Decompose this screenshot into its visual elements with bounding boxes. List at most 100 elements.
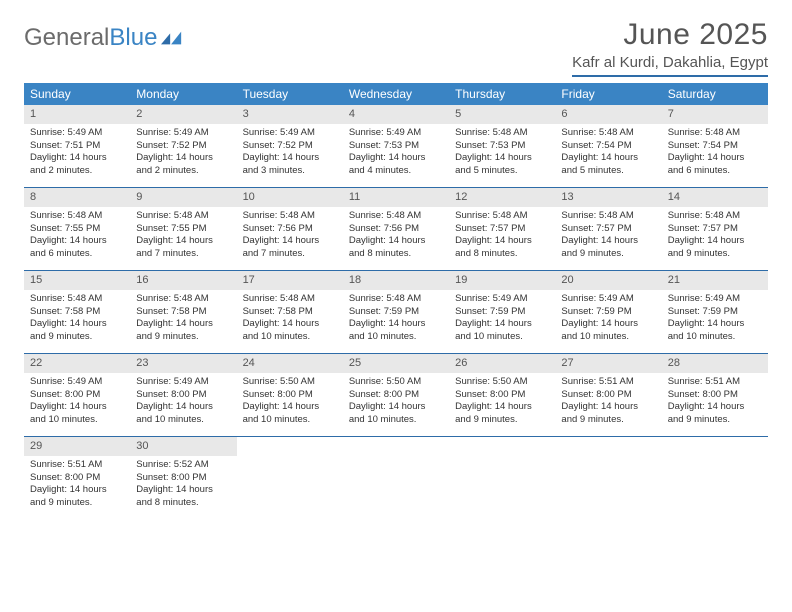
sunset-text: Sunset: 7:55 PM	[136, 223, 230, 236]
day-number: 12	[449, 188, 555, 207]
day-cell: 24Sunrise: 5:50 AMSunset: 8:00 PMDayligh…	[237, 354, 343, 436]
sunset-text: Sunset: 7:57 PM	[561, 223, 655, 236]
day-number: 28	[662, 354, 768, 373]
sunset-text: Sunset: 7:52 PM	[136, 140, 230, 153]
sunrise-text: Sunrise: 5:48 AM	[30, 210, 124, 223]
sunset-text: Sunset: 8:00 PM	[561, 389, 655, 402]
daylight-text: and 2 minutes.	[136, 165, 230, 178]
day-number: 6	[555, 105, 661, 124]
day-cell: 3Sunrise: 5:49 AMSunset: 7:52 PMDaylight…	[237, 105, 343, 187]
daylight-text: and 9 minutes.	[668, 414, 762, 427]
day-body: Sunrise: 5:48 AMSunset: 7:56 PMDaylight:…	[343, 207, 449, 267]
day-number: 22	[24, 354, 130, 373]
sunrise-text: Sunrise: 5:48 AM	[30, 293, 124, 306]
daylight-text: Daylight: 14 hours	[136, 401, 230, 414]
sunrise-text: Sunrise: 5:51 AM	[30, 459, 124, 472]
daylight-text: and 9 minutes.	[561, 248, 655, 261]
day-cell: 9Sunrise: 5:48 AMSunset: 7:55 PMDaylight…	[130, 188, 236, 270]
daylight-text: and 10 minutes.	[136, 414, 230, 427]
day-cell: 4Sunrise: 5:49 AMSunset: 7:53 PMDaylight…	[343, 105, 449, 187]
day-body: Sunrise: 5:49 AMSunset: 7:59 PMDaylight:…	[662, 290, 768, 350]
day-number: 30	[130, 437, 236, 456]
weekday-header: Sunday	[24, 83, 130, 105]
day-body: Sunrise: 5:51 AMSunset: 8:00 PMDaylight:…	[24, 456, 130, 516]
sunset-text: Sunset: 7:53 PM	[349, 140, 443, 153]
sunset-text: Sunset: 8:00 PM	[30, 389, 124, 402]
daylight-text: and 8 minutes.	[349, 248, 443, 261]
daylight-text: Daylight: 14 hours	[349, 318, 443, 331]
day-body: Sunrise: 5:50 AMSunset: 8:00 PMDaylight:…	[449, 373, 555, 433]
day-number: 17	[237, 271, 343, 290]
sunrise-text: Sunrise: 5:48 AM	[455, 127, 549, 140]
day-number: 13	[555, 188, 661, 207]
weekday-header: Monday	[130, 83, 236, 105]
sunset-text: Sunset: 7:57 PM	[455, 223, 549, 236]
day-body: Sunrise: 5:50 AMSunset: 8:00 PMDaylight:…	[343, 373, 449, 433]
day-cell: 12Sunrise: 5:48 AMSunset: 7:57 PMDayligh…	[449, 188, 555, 270]
daylight-text: and 10 minutes.	[349, 414, 443, 427]
sunset-text: Sunset: 7:58 PM	[136, 306, 230, 319]
day-cell: 19Sunrise: 5:49 AMSunset: 7:59 PMDayligh…	[449, 271, 555, 353]
sunset-text: Sunset: 7:59 PM	[668, 306, 762, 319]
day-body: Sunrise: 5:48 AMSunset: 7:55 PMDaylight:…	[130, 207, 236, 267]
daylight-text: and 10 minutes.	[455, 331, 549, 344]
day-body: Sunrise: 5:48 AMSunset: 7:59 PMDaylight:…	[343, 290, 449, 350]
weekday-header: Tuesday	[237, 83, 343, 105]
daylight-text: and 9 minutes.	[136, 331, 230, 344]
day-body: Sunrise: 5:52 AMSunset: 8:00 PMDaylight:…	[130, 456, 236, 516]
day-body: Sunrise: 5:48 AMSunset: 7:57 PMDaylight:…	[449, 207, 555, 267]
sunrise-text: Sunrise: 5:51 AM	[668, 376, 762, 389]
daylight-text: and 3 minutes.	[243, 165, 337, 178]
sunrise-text: Sunrise: 5:48 AM	[561, 210, 655, 223]
day-number: 14	[662, 188, 768, 207]
sunrise-text: Sunrise: 5:49 AM	[561, 293, 655, 306]
week-row: 15Sunrise: 5:48 AMSunset: 7:58 PMDayligh…	[24, 270, 768, 353]
daylight-text: and 9 minutes.	[30, 331, 124, 344]
title-block: June 2025 Kafr al Kurdi, Dakahlia, Egypt	[572, 18, 768, 77]
day-cell: 28Sunrise: 5:51 AMSunset: 8:00 PMDayligh…	[662, 354, 768, 436]
sunset-text: Sunset: 7:58 PM	[243, 306, 337, 319]
calendar: Sunday Monday Tuesday Wednesday Thursday…	[24, 83, 768, 519]
daylight-text: and 10 minutes.	[243, 331, 337, 344]
sunset-text: Sunset: 8:00 PM	[30, 472, 124, 485]
sunrise-text: Sunrise: 5:50 AM	[455, 376, 549, 389]
sunset-text: Sunset: 8:00 PM	[668, 389, 762, 402]
sunset-text: Sunset: 7:53 PM	[455, 140, 549, 153]
daylight-text: and 8 minutes.	[455, 248, 549, 261]
empty-day-cell	[449, 437, 555, 519]
day-number: 3	[237, 105, 343, 124]
sunrise-text: Sunrise: 5:49 AM	[30, 376, 124, 389]
daylight-text: Daylight: 14 hours	[243, 152, 337, 165]
week-row: 22Sunrise: 5:49 AMSunset: 8:00 PMDayligh…	[24, 353, 768, 436]
month-title: June 2025	[572, 18, 768, 52]
daylight-text: and 9 minutes.	[668, 248, 762, 261]
sunset-text: Sunset: 7:55 PM	[30, 223, 124, 236]
daylight-text: Daylight: 14 hours	[30, 401, 124, 414]
day-body: Sunrise: 5:49 AMSunset: 7:52 PMDaylight:…	[237, 124, 343, 184]
day-cell: 10Sunrise: 5:48 AMSunset: 7:56 PMDayligh…	[237, 188, 343, 270]
day-body: Sunrise: 5:49 AMSunset: 8:00 PMDaylight:…	[130, 373, 236, 433]
sunset-text: Sunset: 8:00 PM	[136, 472, 230, 485]
sunrise-text: Sunrise: 5:49 AM	[30, 127, 124, 140]
day-cell: 26Sunrise: 5:50 AMSunset: 8:00 PMDayligh…	[449, 354, 555, 436]
logo-word-2: Blue	[109, 24, 157, 52]
sunrise-text: Sunrise: 5:49 AM	[455, 293, 549, 306]
day-number: 27	[555, 354, 661, 373]
sunrise-text: Sunrise: 5:48 AM	[349, 210, 443, 223]
header: GeneralBlue June 2025 Kafr al Kurdi, Dak…	[24, 18, 768, 77]
sunrise-text: Sunrise: 5:48 AM	[243, 293, 337, 306]
daylight-text: and 10 minutes.	[243, 414, 337, 427]
day-number: 5	[449, 105, 555, 124]
day-number: 26	[449, 354, 555, 373]
day-number: 10	[237, 188, 343, 207]
day-body: Sunrise: 5:48 AMSunset: 7:58 PMDaylight:…	[24, 290, 130, 350]
day-number: 9	[130, 188, 236, 207]
sunset-text: Sunset: 8:00 PM	[455, 389, 549, 402]
sunrise-text: Sunrise: 5:48 AM	[136, 210, 230, 223]
daylight-text: Daylight: 14 hours	[668, 235, 762, 248]
day-cell: 29Sunrise: 5:51 AMSunset: 8:00 PMDayligh…	[24, 437, 130, 519]
sunrise-text: Sunrise: 5:49 AM	[243, 127, 337, 140]
daylight-text: Daylight: 14 hours	[668, 152, 762, 165]
sunrise-text: Sunrise: 5:48 AM	[668, 127, 762, 140]
weekday-header: Friday	[555, 83, 661, 105]
